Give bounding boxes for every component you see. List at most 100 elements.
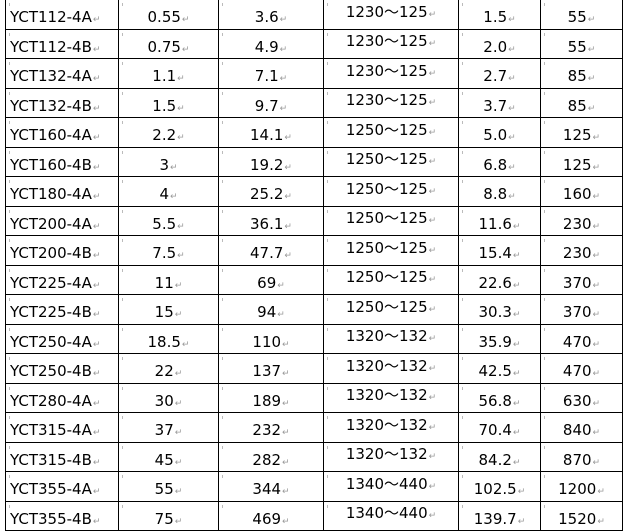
model-cell: YCT315-4B: [5, 441, 119, 472]
weight-cell: 55: [540, 28, 623, 59]
cell-text: YCT315-4B: [10, 451, 100, 469]
cell-text: 1230～125: [346, 32, 436, 50]
current-cell: 469: [218, 500, 324, 531]
cell-text: 1.5: [483, 8, 515, 26]
cell-text: 1340～440: [346, 504, 436, 522]
cell-text: 8.8: [483, 185, 515, 203]
cell-text: YCT112-4A: [10, 8, 100, 26]
cell-text: 45: [155, 451, 183, 469]
model-cell: YCT160-4A: [5, 117, 119, 148]
speed-range-cell: 1250～125: [323, 176, 459, 207]
cell-text: 3.7: [483, 97, 515, 115]
speed-range-cell: 1230～125: [323, 87, 459, 118]
cell-text: 5.5: [152, 215, 184, 233]
power-cell: 5.5: [118, 205, 219, 236]
speed-range-cell: 1230～125: [323, 28, 459, 59]
weight-cell: 870: [540, 441, 623, 472]
cell-text: 1520: [558, 510, 605, 528]
cell-text: 15: [155, 303, 183, 321]
cell-text: YCT355-4B: [10, 510, 100, 528]
cell-text: 189: [252, 392, 289, 410]
cell-text: 84.2: [479, 451, 521, 469]
cell-text: 7.1: [255, 67, 287, 85]
cell-text: 870: [563, 451, 600, 469]
speed-range-cell: 1250～125: [323, 146, 459, 177]
cell-text: 7.5: [152, 244, 184, 262]
cell-text: 1250～125: [346, 268, 436, 286]
power-cell: 0.55: [118, 0, 219, 30]
torque-cell: 35.9: [458, 323, 541, 354]
model-cell: YCT200-4B: [5, 235, 119, 266]
cell-text: 3.6: [255, 8, 287, 26]
cell-text: 4.9: [255, 38, 287, 56]
weight-cell: 160: [540, 176, 623, 207]
weight-cell: 85: [540, 87, 623, 118]
speed-range-cell: 1230～125: [323, 0, 459, 30]
model-cell: YCT250-4A: [5, 323, 119, 354]
cell-text: 47.7: [250, 244, 292, 262]
cell-text: YCT160-4B: [10, 156, 100, 174]
speed-range-cell: 1250～125: [323, 294, 459, 325]
current-cell: 69: [218, 264, 324, 295]
cell-text: 1200: [558, 480, 605, 498]
cell-text: YCT132-4B: [10, 97, 100, 115]
current-cell: 110: [218, 323, 324, 354]
cell-text: 70.4: [479, 421, 521, 439]
weight-cell: 230: [540, 205, 623, 236]
speed-range-cell: 1320～132: [323, 441, 459, 472]
cell-text: 840: [563, 421, 600, 439]
model-cell: YCT112-4A: [5, 0, 119, 30]
cell-text: 160: [563, 185, 600, 203]
cell-text: 1250～125: [346, 180, 436, 198]
cell-text: 1250～125: [346, 298, 436, 316]
power-cell: 3: [118, 146, 219, 177]
model-cell: YCT160-4B: [5, 146, 119, 177]
current-cell: 4.9: [218, 28, 324, 59]
cell-text: 1320～132: [346, 386, 436, 404]
power-cell: 1.5: [118, 87, 219, 118]
table-body: YCT112-4A 0.55 3.6 1230～125 1.5 55 YCT112-4B 0.…: [5, 0, 623, 531]
cell-text: 5.0: [483, 126, 515, 144]
current-cell: 3.6: [218, 0, 324, 30]
cell-text: 469: [252, 510, 289, 528]
cell-text: 94: [257, 303, 285, 321]
power-cell: 11: [118, 264, 219, 295]
current-cell: 344: [218, 471, 324, 502]
cell-text: 18.5: [148, 333, 190, 351]
torque-cell: 70.4: [458, 412, 541, 443]
torque-cell: 42.5: [458, 353, 541, 384]
speed-range-cell: 1320～132: [323, 353, 459, 384]
weight-cell: 630: [540, 382, 623, 413]
torque-cell: 22.6: [458, 264, 541, 295]
cell-text: 4: [159, 185, 177, 203]
cell-text: 137: [252, 362, 289, 380]
power-cell: 37: [118, 412, 219, 443]
cell-text: 470: [563, 333, 600, 351]
model-cell: YCT112-4B: [5, 28, 119, 59]
cell-text: 35.9: [479, 333, 521, 351]
current-cell: 7.1: [218, 58, 324, 89]
cell-text: 1250～125: [346, 121, 436, 139]
cell-text: 282: [252, 451, 289, 469]
table-row: YCT180-4A 4 25.2 1250～125 8.8 160: [5, 176, 623, 207]
table-row: YCT315-4B 45 282 1320～132 84.2 870: [5, 441, 623, 472]
cell-text: 1340～440: [346, 475, 436, 493]
cell-text: 125: [563, 126, 600, 144]
cell-text: YCT112-4B: [10, 38, 100, 56]
weight-cell: 85: [540, 58, 623, 89]
power-cell: 30: [118, 382, 219, 413]
model-cell: YCT355-4A: [5, 471, 119, 502]
cell-text: 6.8: [483, 156, 515, 174]
speed-range-cell: 1320～132: [323, 382, 459, 413]
power-cell: 2.2: [118, 117, 219, 148]
cell-text: 85: [568, 97, 596, 115]
model-cell: YCT225-4A: [5, 264, 119, 295]
power-cell: 4: [118, 176, 219, 207]
table-row: YCT200-4A 5.5 36.1 1250～125 11.6 230: [5, 205, 623, 236]
cell-text: 1320～132: [346, 357, 436, 375]
cell-text: 55: [568, 38, 596, 56]
power-cell: 75: [118, 500, 219, 531]
cell-text: 1250～125: [346, 150, 436, 168]
cell-text: 36.1: [250, 215, 292, 233]
weight-cell: 55: [540, 0, 623, 30]
